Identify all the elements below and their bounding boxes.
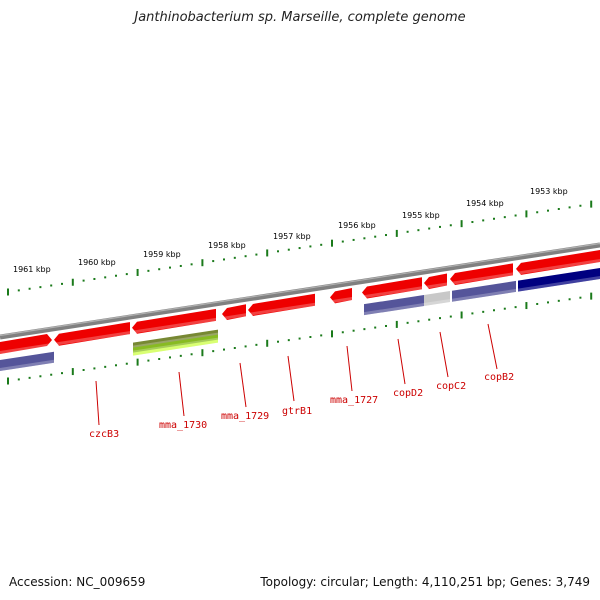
kbp-label-1954: 1954 kbp (466, 199, 504, 208)
rna-feature-light (133, 334, 218, 354)
scale-labels: 1961 kbp 1960 kbp 1959 kbp 1958 kbp 1957… (13, 187, 568, 274)
reverse-cds-1 (364, 294, 424, 316)
gene-label-mma_1729: mma_1729 (221, 411, 269, 422)
forward-cds-5-shade (330, 297, 352, 304)
forward-cds-0 (0, 334, 52, 354)
rna-feature-glow (133, 339, 218, 356)
inner-scale-ticks (7, 292, 593, 385)
gene-label-czcB3: czcB3 (89, 429, 119, 440)
grey-feature-0 (424, 291, 450, 306)
grey-feature-0-shade (424, 299, 450, 306)
leader-line-7 (487, 323, 498, 370)
forward-cds-7-shade (424, 282, 447, 289)
forward-cds-6 (362, 277, 422, 299)
gene-label-mma_1730: mma_1730 (159, 420, 207, 431)
kbp-label-1955: 1955 kbp (402, 211, 440, 220)
forward-cds-4-shade (248, 302, 315, 316)
kbp-label-1960: 1960 kbp (78, 258, 116, 267)
leader-line-2 (239, 362, 247, 408)
forward-cds-3-shade (222, 313, 246, 320)
forward-cds-5 (330, 288, 352, 304)
forward-cds-9 (516, 250, 600, 275)
gene-label-copC2: copC2 (436, 381, 466, 392)
leader-line-4 (346, 345, 353, 392)
forward-cds-2-shade (132, 317, 216, 334)
outer-scale-ticks (7, 200, 593, 296)
reverse-cds-0-shade (0, 359, 54, 371)
forward-cds-9-shade (516, 259, 600, 275)
forward-cds-8 (450, 263, 513, 285)
reverse-cds-3 (518, 268, 600, 292)
map-title: Janthinobacterium sp. Marseille, complet… (134, 10, 466, 25)
forward-cds-1-shade (54, 331, 130, 346)
reverse-cds-0 (0, 351, 54, 371)
reverse-cds-2 (452, 280, 516, 302)
forward-cds-7 (424, 273, 447, 289)
gene-label-copD2: copD2 (393, 388, 423, 399)
kbp-label-1953: 1953 kbp (530, 187, 568, 196)
forward-cds-6-shade (362, 286, 422, 299)
gene-label-copB2: copB2 (484, 372, 514, 383)
leader-line-1 (178, 371, 185, 417)
rna-feature-dark (133, 329, 218, 349)
reverse-cds-3-shade (518, 276, 600, 292)
genome-summary-text: Topology: circular; Length: 4,110,251 bp… (260, 575, 590, 589)
kbp-label-1957: 1957 kbp (273, 232, 311, 241)
forward-cds-3 (222, 304, 246, 320)
gene-label-mma_1727: mma_1727 (330, 395, 378, 406)
kbp-label-1958: 1958 kbp (208, 241, 246, 250)
rna-feature-glow-shade (133, 339, 218, 356)
forward-cds-4 (248, 293, 315, 316)
forward-cds-2 (132, 308, 216, 334)
leader-line-0 (95, 380, 100, 426)
kbp-label-1959: 1959 kbp (143, 250, 181, 259)
label-leaders (95, 323, 498, 426)
forward-cds-1 (54, 322, 130, 346)
gene-labels: czcB3 mma_1730 mma_1729 gtrB1 mma_1727 c… (89, 372, 514, 440)
leader-line-5 (397, 338, 406, 385)
forward-cds-0-shade (0, 343, 52, 354)
kbp-label-1961: 1961 kbp (13, 265, 51, 274)
backbone (0, 242, 600, 340)
leader-line-6 (439, 331, 449, 378)
forward-cds-8-shade (450, 272, 513, 285)
reverse-cds-2-shade (452, 288, 516, 302)
gene-label-gtrB1: gtrB1 (282, 406, 312, 417)
kbp-label-1956: 1956 kbp (338, 221, 376, 230)
reverse-cds-1-shade (364, 302, 424, 316)
gene-features (0, 250, 600, 371)
leader-line-3 (287, 355, 295, 402)
accession-text: Accession: NC_009659 (9, 575, 146, 589)
